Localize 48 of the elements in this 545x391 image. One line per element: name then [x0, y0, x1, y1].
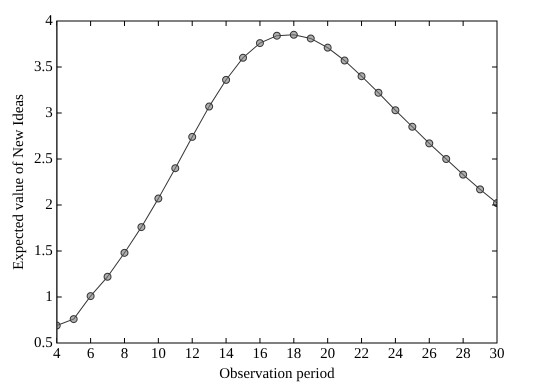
point	[171, 164, 180, 172]
point	[120, 248, 128, 257]
point	[272, 32, 281, 40]
x-tick-label: 22	[354, 346, 370, 362]
point	[324, 44, 332, 52]
point	[205, 102, 214, 111]
y-tick-label: 3.5	[34, 58, 53, 75]
x-tick-label: 6	[86, 346, 95, 362]
point	[256, 39, 264, 48]
x-tick-label: 8	[120, 346, 128, 362]
x-axis-title: Observation period	[219, 366, 336, 382]
x-tick-label: 28	[456, 346, 471, 362]
point	[70, 315, 78, 324]
y-axis-title: Expected value of New Ideas	[10, 94, 27, 270]
point	[425, 139, 434, 148]
y-tick-label: 4	[45, 12, 54, 29]
y-tick-label: 0.5	[34, 334, 53, 351]
y-tick-label: 2.5	[34, 150, 53, 167]
point	[358, 72, 366, 80]
x-tick-label: 20	[320, 346, 336, 362]
x-tick-label: 30	[490, 346, 504, 362]
point	[442, 155, 450, 163]
y-tick-label: 3	[45, 104, 53, 121]
x-tick-label: 10	[150, 346, 166, 362]
point	[408, 122, 416, 131]
y-tick-label: 1.5	[34, 242, 53, 259]
point	[290, 30, 298, 39]
y-tick-label: 2	[45, 196, 53, 213]
point	[459, 170, 468, 179]
point	[239, 54, 248, 62]
point	[222, 76, 230, 84]
point	[340, 56, 349, 65]
x-tick-label: 26	[422, 346, 438, 362]
point	[154, 194, 162, 203]
x-tick-label: 24	[388, 346, 404, 362]
point	[476, 185, 484, 194]
x-tick-label: 18	[286, 346, 302, 362]
point	[391, 106, 400, 114]
point	[86, 292, 95, 300]
point	[306, 34, 315, 42]
x-tick-label: 16	[252, 346, 268, 362]
point	[374, 88, 382, 97]
x-tick-label: 12	[184, 346, 200, 362]
point	[188, 132, 196, 141]
point	[104, 272, 112, 281]
y-tick-label: 1	[45, 288, 53, 305]
point	[137, 223, 146, 232]
x-tick-label: 14	[218, 346, 234, 362]
